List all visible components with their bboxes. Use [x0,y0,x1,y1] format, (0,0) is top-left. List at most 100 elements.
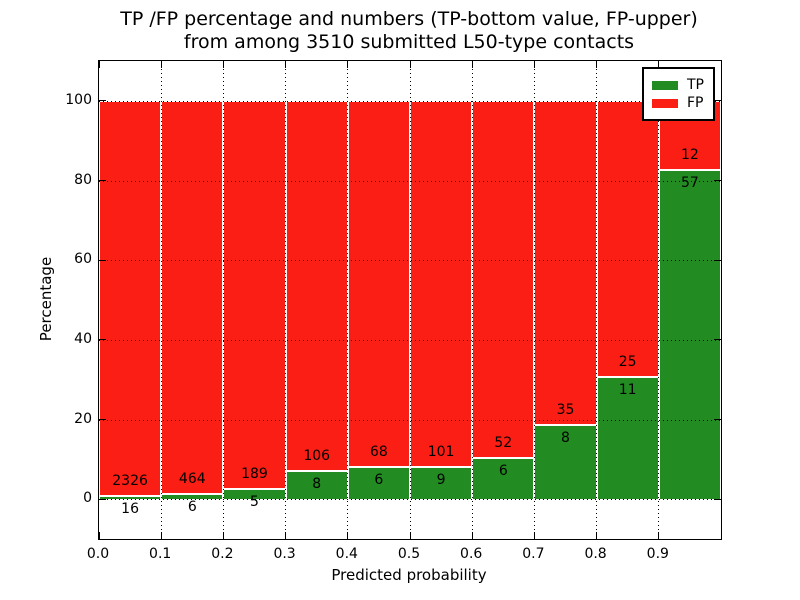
y-tick-mark-right [714,100,721,102]
bar-tp-count-label: 8 [312,476,322,493]
legend-label-fp: FP [687,95,704,111]
x-tick-mark-top [160,61,162,68]
x-tick-label: 0.3 [273,546,296,562]
legend-entry-tp: TP [652,78,704,93]
bar-fp-count-label: 52 [494,434,513,451]
legend: TP FP [642,67,715,121]
y-tick-label: 80 [74,171,92,188]
v-gridline [347,61,349,539]
bar-fp-count-label: 464 [178,471,206,488]
bar-tp-segment [596,377,659,500]
x-tick-mark-bottom [658,532,660,539]
x-tick-mark-top [658,61,660,68]
x-axis-label: Predicted probability [331,566,487,584]
x-tick-label: 0.9 [646,546,669,562]
bar-tp-count-label: 5 [250,493,259,510]
y-tick-mark-left [99,339,106,341]
legend-swatch-fp-icon [652,99,678,108]
legend-label-tp: TP [687,77,704,93]
bar-fp-segment [347,100,410,467]
bar-tp-count-label: 11 [618,382,637,399]
bar-tp-segment [161,494,224,500]
y-axis-label: Percentage [37,256,55,342]
bar-tp-segment [410,466,473,500]
x-tick-mark-top [285,61,287,68]
x-tick-mark-bottom [471,532,473,539]
bar-fp-segment [534,100,597,426]
chart-title-line1: TP /FP percentage and numbers (TP-bottom… [120,8,698,30]
bar-fp-count-label: 101 [427,443,455,460]
bar-tp-segment [347,466,410,500]
v-gridline [596,61,598,539]
bar-fp-count-label: 68 [369,443,388,460]
x-tick-label: 0.4 [335,546,358,562]
legend-swatch-tp-icon [652,81,678,90]
bar-tp-segment [223,488,286,500]
x-tick-label: 0.6 [460,546,483,562]
y-tick-label: 0 [83,490,92,507]
bar-tp-segment [472,457,535,500]
bar-fp-segment [285,100,348,472]
x-tick-mark-bottom [409,532,411,539]
bar-fp-segment [161,100,224,495]
x-tick-mark-top [720,61,722,68]
bar-tp-count-label: 16 [121,501,139,518]
bar-fp-count-label: 2326 [112,473,148,490]
bar-fp-count-label: 12 [680,147,699,164]
bar-tp-count-label: 6 [498,462,508,479]
bar-fp-count-label: 25 [618,354,637,371]
plot-area: 2326 16 464 6 189 5 106 8 68 6 101 9 52 6 35 8 25 11 12 57 … [98,60,722,540]
chart-title: TP /FP percentage and numbers (TP-bottom… [98,8,720,54]
y-tick-mark-right [714,339,721,341]
chart-title-line2: from among 3510 submitted L50-type conta… [183,31,635,53]
y-tick-label: 100 [65,91,92,108]
v-gridline [658,61,660,539]
y-tick-mark-right [714,259,721,261]
y-tick-mark-left [99,259,106,261]
bar-fp-count-label: 106 [303,448,331,465]
x-tick-mark-top [596,61,598,68]
x-tick-label: 0.2 [211,546,234,562]
bar-tp-segment [99,496,162,500]
bar-tp-segment [658,170,721,500]
x-tick-mark-top [471,61,473,68]
x-tick-mark-top [222,61,224,68]
y-tick-mark-left [99,180,106,181]
v-gridline [222,61,224,539]
x-tick-label: 0.1 [149,546,172,562]
bar-tp-segment [534,425,597,500]
x-tick-mark-bottom [222,532,224,539]
bar-tp-count-label: 6 [187,499,197,516]
x-tick-mark-top [347,61,349,68]
bar-fp-segment [596,100,659,378]
v-gridline [409,61,411,539]
y-tick-mark-right [714,419,721,420]
v-gridline [160,61,162,539]
x-tick-mark-bottom [285,532,287,539]
bar-fp-segment [472,100,535,458]
bar-fp-count-label: 189 [241,465,268,482]
y-tick-mark-left [99,498,106,500]
v-gridline [533,61,535,539]
bar-fp-segment [410,100,473,467]
x-tick-mark-top [409,61,411,68]
y-tick-mark-left [99,100,106,102]
x-tick-label: 0.5 [397,546,421,562]
bar-tp-count-label: 57 [680,175,699,192]
y-tick-mark-right [714,180,721,181]
bar-tp-count-label: 8 [561,430,570,447]
x-tick-mark-bottom [596,532,598,539]
legend-entry-fp: FP [652,96,704,111]
bar-tp-count-label: 6 [374,471,384,488]
y-tick-mark-left [99,419,106,420]
x-tick-mark-bottom [98,532,100,539]
x-tick-label: 0.7 [522,546,545,562]
x-tick-mark-top [98,61,100,68]
x-tick-mark-top [533,61,535,68]
x-tick-mark-bottom [160,532,162,539]
x-tick-mark-bottom [533,532,535,539]
bar-tp-count-label: 9 [436,471,446,488]
y-tick-label: 40 [74,330,92,347]
bar-fp-segment [99,100,162,497]
